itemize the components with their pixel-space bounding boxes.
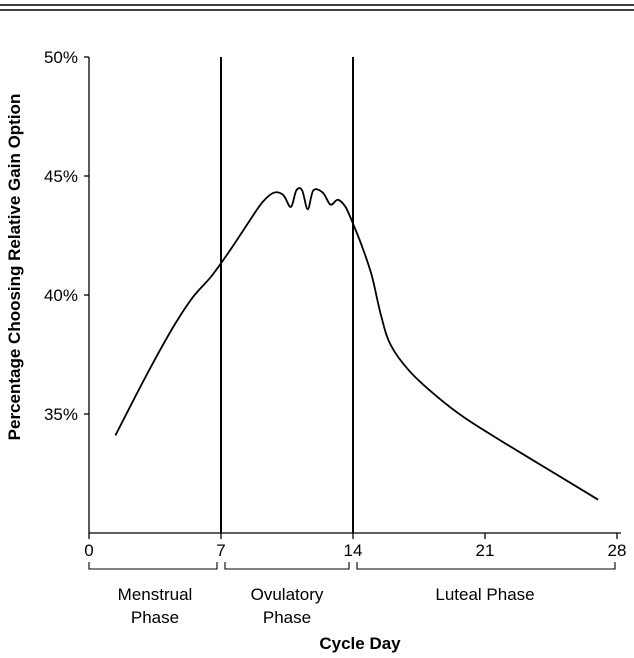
phase-brackets: Menstrual Phase Ovulatory Phase Luteal Phase — [88, 562, 616, 627]
y-tick-label: 45% — [44, 167, 78, 186]
y-axis-title: Percentage Choosing Relative Gain Option — [5, 94, 24, 441]
x-tick-label: 0 — [84, 541, 93, 560]
y-tick-label: 35% — [44, 405, 78, 424]
phase-label-line2: Phase — [131, 608, 179, 627]
phase-bracket — [356, 562, 616, 570]
x-axis-title: Cycle Day — [319, 634, 401, 653]
phase-dividers — [220, 57, 354, 533]
x-tick-label: 21 — [476, 541, 495, 560]
phase-bracket — [224, 562, 350, 570]
x-tick-label: 7 — [216, 541, 225, 560]
phase-label-line1: Menstrual — [118, 585, 193, 604]
y-tick-label: 50% — [44, 48, 78, 67]
x-axis-ticks: 0 7 14 21 28 — [84, 533, 626, 560]
axes — [88, 57, 621, 534]
phase-label-line1: Luteal Phase — [435, 585, 534, 604]
phase-label-line2: Phase — [263, 608, 311, 627]
y-tick-label: 40% — [44, 286, 78, 305]
series-line — [114, 187, 599, 501]
y-axis-ticks: 50% 45% 40% 35% — [44, 48, 89, 424]
phase-bracket — [88, 562, 218, 570]
phase-label-line1: Ovulatory — [251, 585, 324, 604]
x-tick-label: 14 — [344, 541, 363, 560]
data-series — [114, 187, 599, 501]
x-tick-label: 28 — [608, 541, 627, 560]
